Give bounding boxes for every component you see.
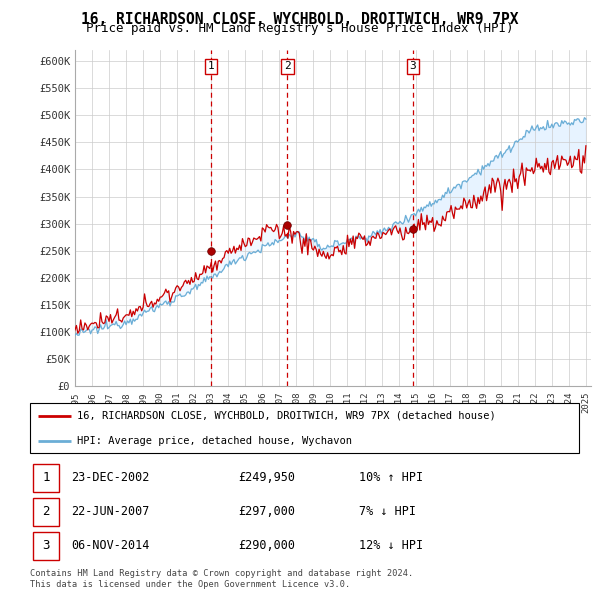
- Text: 22-JUN-2007: 22-JUN-2007: [71, 505, 149, 519]
- Text: 06-NOV-2014: 06-NOV-2014: [71, 539, 149, 552]
- Text: £249,950: £249,950: [239, 471, 296, 484]
- Text: 3: 3: [42, 539, 50, 552]
- FancyBboxPatch shape: [30, 403, 579, 453]
- FancyBboxPatch shape: [33, 532, 59, 560]
- Text: 7% ↓ HPI: 7% ↓ HPI: [359, 505, 416, 519]
- Text: 1: 1: [42, 471, 50, 484]
- Text: 10% ↑ HPI: 10% ↑ HPI: [359, 471, 424, 484]
- Text: 2: 2: [284, 61, 291, 71]
- Text: 16, RICHARDSON CLOSE, WYCHBOLD, DROITWICH, WR9 7PX: 16, RICHARDSON CLOSE, WYCHBOLD, DROITWIC…: [81, 12, 519, 27]
- Text: 2: 2: [42, 505, 50, 519]
- Text: Contains HM Land Registry data © Crown copyright and database right 2024.
This d: Contains HM Land Registry data © Crown c…: [30, 569, 413, 589]
- Text: 23-DEC-2002: 23-DEC-2002: [71, 471, 149, 484]
- Text: £297,000: £297,000: [239, 505, 296, 519]
- Text: Price paid vs. HM Land Registry's House Price Index (HPI): Price paid vs. HM Land Registry's House …: [86, 22, 514, 35]
- Text: 3: 3: [409, 61, 416, 71]
- Text: 16, RICHARDSON CLOSE, WYCHBOLD, DROITWICH, WR9 7PX (detached house): 16, RICHARDSON CLOSE, WYCHBOLD, DROITWIC…: [77, 411, 496, 421]
- FancyBboxPatch shape: [33, 498, 59, 526]
- Text: 12% ↓ HPI: 12% ↓ HPI: [359, 539, 424, 552]
- Text: 1: 1: [208, 61, 214, 71]
- FancyBboxPatch shape: [33, 464, 59, 491]
- Text: HPI: Average price, detached house, Wychavon: HPI: Average price, detached house, Wych…: [77, 435, 352, 445]
- Text: £290,000: £290,000: [239, 539, 296, 552]
